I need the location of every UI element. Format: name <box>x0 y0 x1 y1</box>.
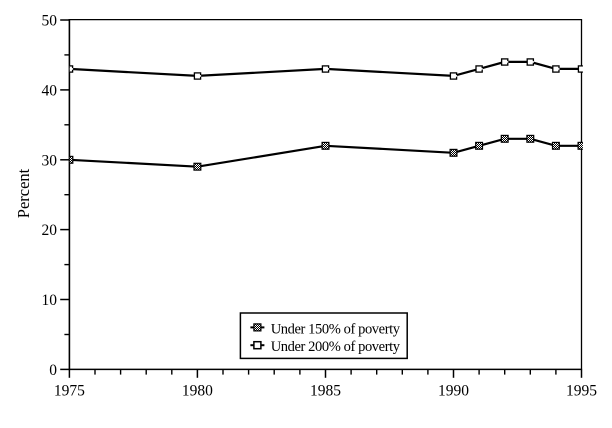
svg-text:Under 200% of poverty: Under 200% of poverty <box>271 339 401 355</box>
svg-text:20: 20 <box>42 222 58 239</box>
svg-text:Under 150% of poverty: Under 150% of poverty <box>271 322 401 338</box>
svg-text:0: 0 <box>49 362 57 379</box>
svg-text:30: 30 <box>42 152 58 169</box>
svg-text:1980: 1980 <box>182 383 213 400</box>
svg-text:1985: 1985 <box>310 383 341 400</box>
svg-text:40: 40 <box>42 83 58 100</box>
svg-text:1995: 1995 <box>566 383 597 400</box>
svg-text:10: 10 <box>42 292 58 309</box>
svg-text:1975: 1975 <box>54 383 85 400</box>
svg-text:1990: 1990 <box>438 383 469 400</box>
svg-text:50: 50 <box>42 13 58 30</box>
svg-text:Percent: Percent <box>14 168 33 218</box>
